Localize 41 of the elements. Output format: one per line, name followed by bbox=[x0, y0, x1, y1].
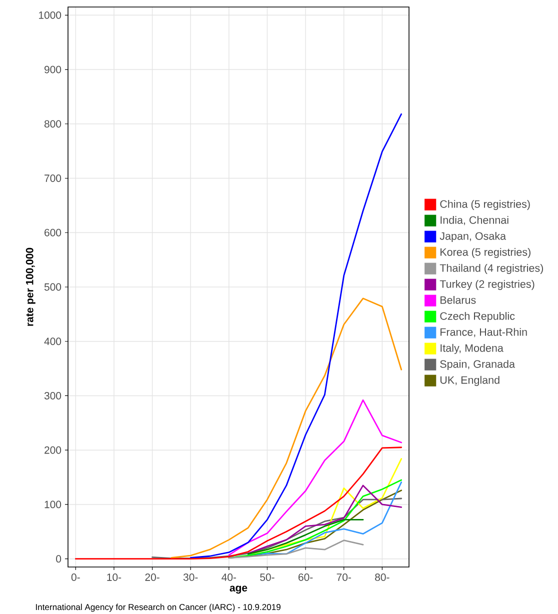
legend-label: Turkey (2 registries) bbox=[440, 280, 534, 290]
legend-label: Japan, Osaka bbox=[440, 232, 506, 242]
y-tick-label: 100 bbox=[44, 500, 62, 508]
x-tick-label: 0- bbox=[71, 574, 80, 581]
y-tick-label: 700 bbox=[44, 174, 62, 182]
legend-label: Czech Republic bbox=[440, 312, 515, 322]
line-series bbox=[228, 540, 364, 558]
y-axis-title: rate per 100,000 bbox=[26, 248, 36, 326]
legend-label: Thailand (4 registries) bbox=[440, 264, 544, 274]
y-tick-label: 1000 bbox=[39, 11, 62, 19]
legend-label: Spain, Granada bbox=[440, 360, 515, 370]
legend-label: China (5 registries) bbox=[440, 200, 530, 210]
y-tick-label: 900 bbox=[44, 66, 62, 74]
legend-label: France, Haut-Rhin bbox=[440, 328, 527, 338]
x-tick-label: 10- bbox=[107, 574, 122, 581]
y-tick-label: 800 bbox=[44, 120, 62, 128]
y-tick-label: 300 bbox=[44, 392, 62, 400]
x-tick-label: 50- bbox=[260, 574, 274, 581]
x-tick-label: 40- bbox=[222, 574, 236, 581]
y-tick-label: 500 bbox=[44, 283, 62, 291]
y-tick-label: 0 bbox=[56, 555, 62, 563]
x-axis-title: age bbox=[230, 586, 248, 594]
y-tick-label: 200 bbox=[44, 446, 62, 454]
legend-label: India, Chennai bbox=[440, 216, 508, 226]
y-tick-label: 600 bbox=[44, 228, 62, 236]
line-series bbox=[170, 298, 402, 558]
y-tick-label: 400 bbox=[44, 338, 62, 346]
x-tick-label: 30- bbox=[183, 574, 198, 581]
legend-label: Korea (5 registries) bbox=[440, 248, 530, 258]
x-tick-label: 80- bbox=[375, 574, 390, 581]
x-tick-label: 60- bbox=[298, 574, 313, 581]
legend-label: Belarus bbox=[440, 296, 476, 304]
legend-label: Italy, Modena bbox=[440, 344, 504, 354]
x-tick-label: 70- bbox=[336, 574, 351, 581]
line-series bbox=[247, 519, 364, 555]
line-series bbox=[190, 113, 402, 558]
legend-label: UK, England bbox=[440, 376, 500, 386]
line-series bbox=[228, 399, 402, 556]
text: International Agency for Research on Cancer (IARC) - 10.9.2019 bbox=[36, 604, 280, 612]
line-series bbox=[152, 498, 402, 559]
x-tick-label: 20- bbox=[145, 574, 160, 581]
